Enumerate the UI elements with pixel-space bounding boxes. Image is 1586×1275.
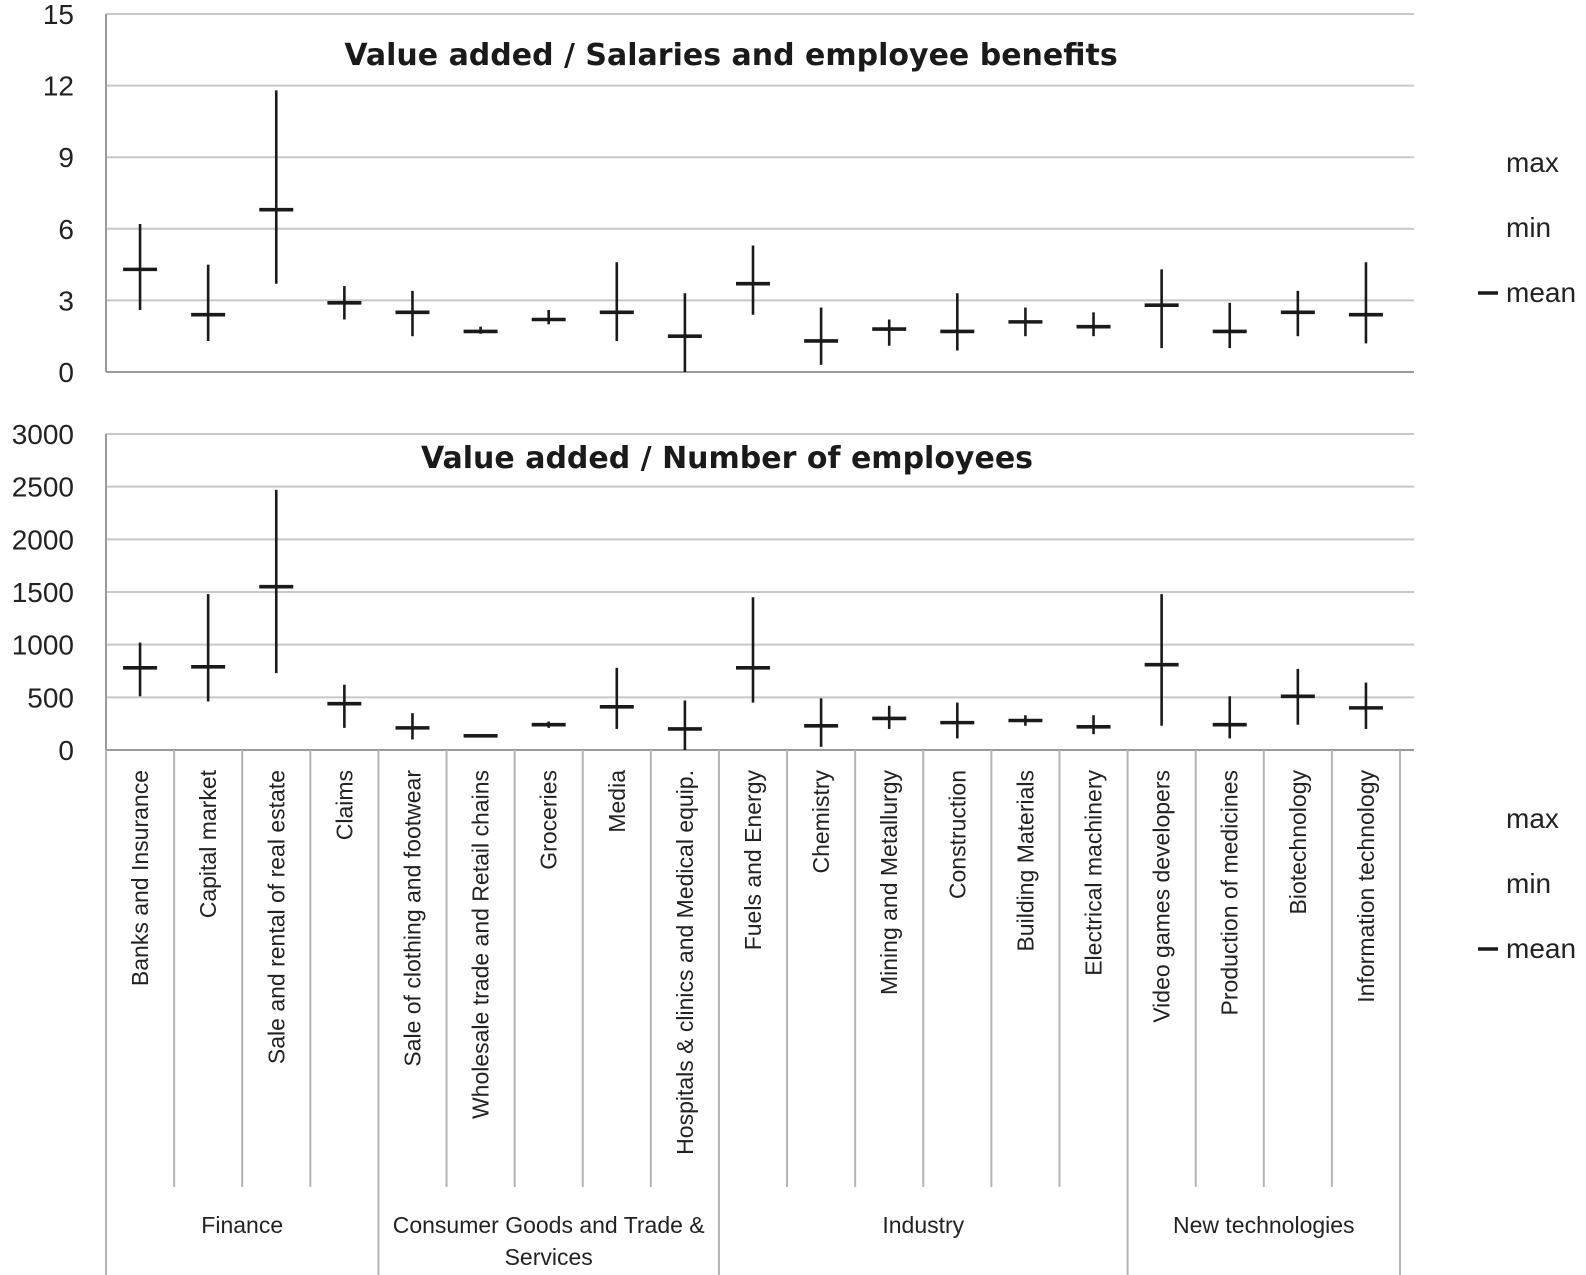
group-label: New technologies (1173, 1212, 1355, 1238)
group-label: Consumer Goods and Trade & (393, 1212, 705, 1238)
category-label: Hospitals & clinics and Medical equip. (672, 770, 698, 1155)
category-label: Information technology (1353, 770, 1379, 1003)
top-chart-title: Value added / Salaries and employee bene… (344, 38, 1117, 73)
category-label: Production of medicines (1217, 770, 1243, 1015)
category-label: Mining and Metallurgy (876, 770, 902, 996)
y-tick-label: 2500 (12, 472, 74, 503)
legend-label: min (1506, 212, 1551, 243)
y-tick-label: 1000 (12, 630, 74, 661)
bottom-legend: max min mean (1478, 803, 1576, 964)
y-tick-label: 3000 (12, 419, 74, 450)
y-tick-label: 3 (58, 285, 74, 316)
category-label: Chemistry (808, 770, 834, 874)
category-label: Wholesale trade and Retail chains (468, 770, 494, 1119)
y-tick-label: 12 (43, 71, 74, 102)
category-label: Groceries (536, 770, 562, 870)
category-label: Biotechnology (1285, 770, 1311, 915)
y-tick-label: 0 (58, 735, 74, 766)
category-label: Claims (331, 770, 357, 840)
category-label: Sale and rental of real estate (263, 770, 289, 1064)
legend-label: min (1506, 868, 1551, 899)
bottom-chart-title: Value added / Number of employees (421, 441, 1033, 476)
top-legend: max min mean (1478, 147, 1576, 308)
category-label: Video games developers (1149, 770, 1175, 1023)
category-label: Sale of clothing and footwear (399, 770, 425, 1067)
y-tick-label: 2000 (12, 524, 74, 555)
category-label: Electrical machinery (1081, 770, 1107, 976)
legend-label: mean (1506, 933, 1576, 964)
category-label: Banks and Insurance (127, 770, 153, 986)
group-label: Finance (201, 1212, 283, 1238)
legend-label: max (1506, 147, 1559, 178)
y-tick-label: 6 (58, 214, 74, 245)
group-label: Industry (882, 1212, 964, 1238)
category-label: Media (604, 770, 630, 833)
y-tick-label: 15 (43, 0, 74, 30)
category-axis: Banks and Insurance Capital market Sale an… (105, 750, 1401, 1275)
category-label: Fuels and Energy (740, 770, 766, 951)
legend-label: mean (1506, 277, 1576, 308)
y-tick-label: 0 (58, 357, 74, 388)
top-panel: 0 3 6 9 12 15 (43, 0, 1414, 388)
category-label: Capital market (195, 769, 221, 918)
y-tick-label: 500 (27, 682, 74, 713)
category-label: Building Materials (1012, 770, 1038, 952)
bottom-panel: 0 500 1000 1500 2000 2500 3000 (12, 419, 1414, 766)
legend-label: max (1506, 803, 1559, 834)
category-label: Construction (944, 770, 970, 899)
y-tick-label: 1500 (12, 577, 74, 608)
group-label: Services (505, 1244, 593, 1270)
y-tick-label: 9 (58, 142, 74, 173)
